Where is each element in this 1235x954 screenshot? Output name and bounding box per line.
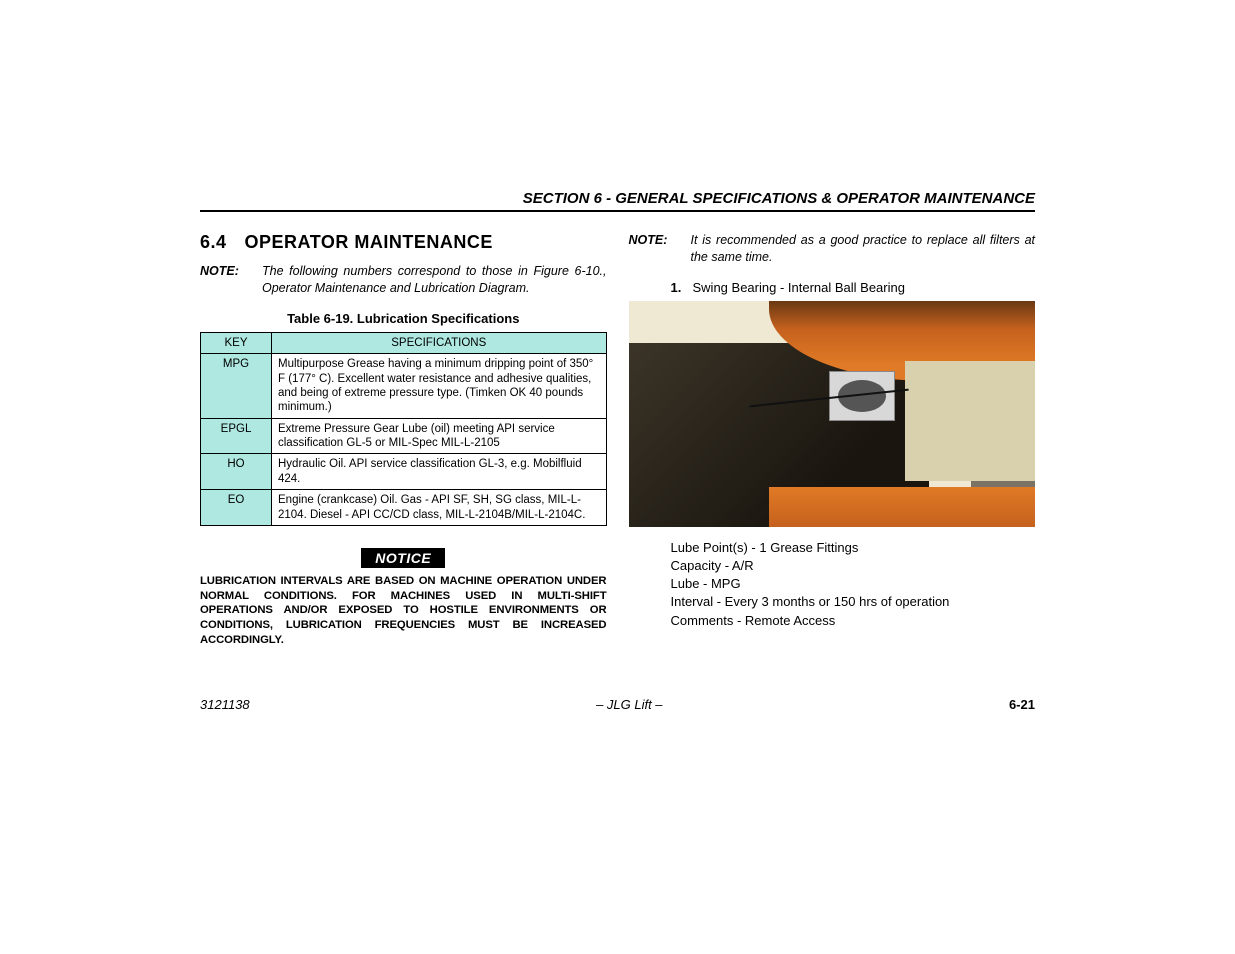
lubrication-table: KEY SPECIFICATIONS MPG Multipurpose Grea…: [200, 332, 607, 526]
key-cell: EO: [201, 490, 272, 526]
notice-badge: NOTICE: [361, 548, 445, 568]
item-title: Swing Bearing - Internal Ball Bearing: [693, 280, 905, 295]
note-text: It is recommended as a good practice to …: [691, 232, 1036, 266]
table-caption: Table 6-19. Lubrication Specifications: [200, 311, 607, 326]
table-row: MPG Multipurpose Grease having a minimum…: [201, 354, 607, 419]
key-cell: HO: [201, 454, 272, 490]
section-header: SECTION 6 - GENERAL SPECIFICATIONS & OPE…: [200, 190, 1035, 212]
key-cell: EPGL: [201, 418, 272, 454]
spec-cell: Engine (crankcase) Oil. Gas - API SF, SH…: [272, 490, 607, 526]
detail-line: Interval - Every 3 months or 150 hrs of …: [671, 593, 1036, 611]
detail-line: Lube Point(s) - 1 Grease Fittings: [671, 539, 1036, 557]
footer-center: – JLG Lift –: [596, 697, 662, 712]
detail-line: Comments - Remote Access: [671, 612, 1036, 630]
spec-cell: Hydraulic Oil. API service classificatio…: [272, 454, 607, 490]
lube-details: Lube Point(s) - 1 Grease Fittings Capaci…: [671, 539, 1036, 630]
two-column-layout: 6.4 OPERATOR MAINTENANCE NOTE: The follow…: [200, 232, 1035, 647]
right-column: NOTE: It is recommended as a good practi…: [629, 232, 1036, 647]
note-right: NOTE: It is recommended as a good practi…: [629, 232, 1036, 266]
numbered-item: 1. Swing Bearing - Internal Ball Bearing: [671, 280, 1036, 295]
note-label: NOTE:: [629, 232, 691, 266]
spec-cell: Extreme Pressure Gear Lube (oil) meeting…: [272, 418, 607, 454]
note-left: NOTE: The following numbers correspond t…: [200, 263, 607, 297]
document-page: SECTION 6 - GENERAL SPECIFICATIONS & OPE…: [0, 0, 1235, 772]
notice-text: LUBRICATION INTERVALS ARE BASED ON MACHI…: [200, 574, 607, 647]
notice-block: NOTICE LUBRICATION INTERVALS ARE BASED O…: [200, 548, 607, 647]
page-footer: 3121138 – JLG Lift – 6-21: [200, 697, 1035, 712]
swing-bearing-photo: [629, 301, 1036, 527]
spec-cell: Multipurpose Grease having a minimum dri…: [272, 354, 607, 419]
table-row: EO Engine (crankcase) Oil. Gas - API SF,…: [201, 490, 607, 526]
left-column: 6.4 OPERATOR MAINTENANCE NOTE: The follow…: [200, 232, 607, 647]
note-text: The following numbers correspond to thos…: [262, 263, 607, 297]
item-number: 1.: [671, 280, 693, 295]
table-head-spec: SPECIFICATIONS: [272, 332, 607, 353]
photo-orange-base: [769, 487, 1036, 527]
photo-cream-panel: [905, 361, 1035, 481]
table-head-key: KEY: [201, 332, 272, 353]
detail-line: Lube - MPG: [671, 575, 1036, 593]
heading-title: OPERATOR MAINTENANCE: [245, 232, 493, 252]
footer-page-number: 6-21: [1009, 697, 1035, 712]
heading-number: 6.4: [200, 232, 227, 252]
table-row: HO Hydraulic Oil. API service classifica…: [201, 454, 607, 490]
key-cell: MPG: [201, 354, 272, 419]
detail-line: Capacity - A/R: [671, 557, 1036, 575]
table-row: EPGL Extreme Pressure Gear Lube (oil) me…: [201, 418, 607, 454]
footer-doc-number: 3121138: [200, 697, 250, 712]
section-heading: 6.4 OPERATOR MAINTENANCE: [200, 232, 607, 253]
note-label: NOTE:: [200, 263, 262, 297]
